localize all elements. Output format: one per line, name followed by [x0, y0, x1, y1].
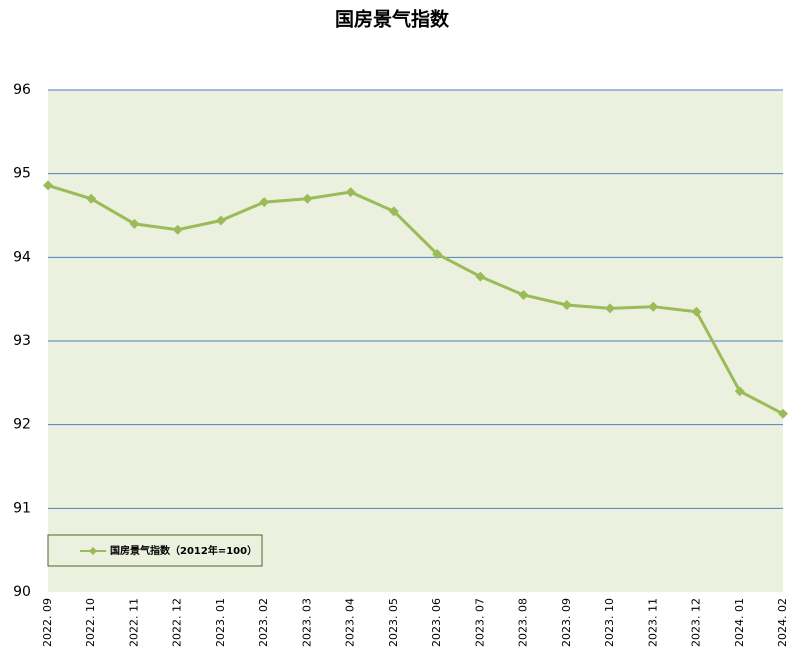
y-tick-label: 94	[13, 249, 31, 265]
x-tick-label: 2023. 10	[603, 598, 616, 647]
x-tick-label: 2023. 02	[257, 598, 270, 647]
marker	[215, 215, 226, 226]
legend-marker	[89, 547, 97, 555]
marker	[561, 300, 572, 311]
y-tick-label: 93	[13, 333, 31, 349]
y-tick-label: 95	[13, 166, 31, 182]
marker	[475, 271, 486, 282]
series-line	[47, 183, 784, 416]
marker	[43, 180, 53, 191]
x-tick-label: 2023. 12	[690, 598, 703, 647]
marker	[345, 187, 356, 198]
x-tick-label: 2023. 11	[646, 598, 659, 647]
marker	[734, 386, 745, 397]
x-tick-label: 2023. 06	[430, 598, 443, 647]
x-tick-label: 2023. 01	[214, 598, 227, 647]
marker	[691, 306, 702, 317]
x-tick-label: 2022. 11	[127, 598, 140, 647]
marker	[259, 197, 270, 208]
marker	[605, 303, 616, 314]
x-tick-label: 2023. 08	[517, 598, 530, 647]
x-tick-label: 2023. 03	[300, 598, 313, 647]
x-tick-label: 2024. 01	[733, 598, 746, 647]
marker	[86, 193, 97, 204]
x-tick-label: 2023. 09	[560, 598, 573, 647]
marker	[172, 224, 183, 235]
marker	[432, 248, 443, 259]
marker	[129, 218, 140, 229]
x-tick-label: 2024. 02	[776, 598, 789, 647]
x-tick-label: 2022. 09	[41, 598, 54, 647]
marker	[388, 206, 399, 217]
x-tick-label: 2022. 12	[171, 598, 184, 647]
y-tick-label: 91	[13, 500, 31, 516]
x-tick-label: 2023. 05	[387, 598, 400, 647]
y-tick-label: 96	[13, 82, 31, 98]
marker	[302, 193, 313, 204]
legend-label: 国房景气指数（2012年=100）	[110, 544, 257, 557]
marker	[518, 289, 529, 300]
chart-title: 国房景气指数	[335, 8, 450, 31]
x-tick-label: 2022. 10	[84, 598, 97, 647]
x-tick-label: 2023. 04	[344, 598, 357, 647]
x-tick-label: 2023. 07	[473, 598, 486, 647]
marker	[778, 408, 788, 419]
marker	[648, 301, 659, 312]
y-tick-label: 90	[13, 584, 31, 600]
y-tick-label: 92	[13, 417, 31, 433]
